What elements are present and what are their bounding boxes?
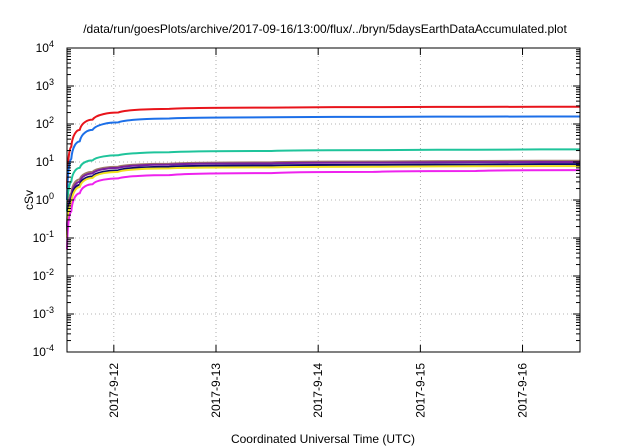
series-layer <box>66 105 581 250</box>
series-line-7 <box>66 165 581 239</box>
y-axis-label: cSv <box>22 190 36 210</box>
series-line-5 <box>66 161 581 232</box>
x-tick-label: 2017-9-13 <box>209 363 223 418</box>
series-line-8 <box>66 169 581 250</box>
series-line-3 <box>66 148 581 212</box>
series-line-2 <box>66 115 581 201</box>
chart-title: /data/run/goesPlots/archive/2017-09-16/1… <box>83 22 567 36</box>
series-line-6 <box>66 163 581 236</box>
x-tick-label: 2017-9-16 <box>516 363 530 418</box>
x-tick-label: 2017-9-15 <box>413 363 427 418</box>
series-line-1 <box>66 105 581 189</box>
x-axis-label: Coordinated Universal Time (UTC) <box>231 432 415 446</box>
x-tick-label: 2017-9-14 <box>311 363 325 418</box>
x-axis: 2017-9-12 2017-9-13 2017-9-14 2017-9-15 2017… <box>107 48 530 418</box>
x-tick-label: 2017-9-12 <box>107 363 121 418</box>
